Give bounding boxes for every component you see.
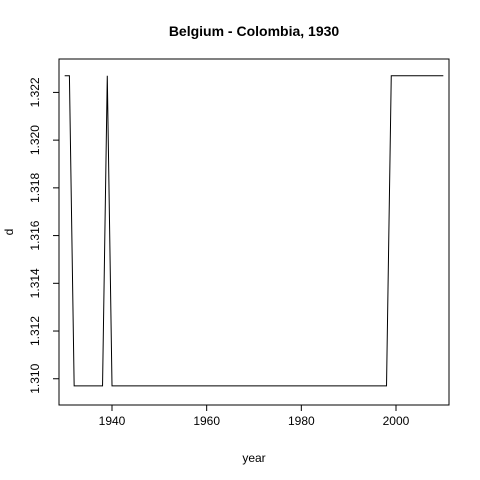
y-tick-label: 1.310 bbox=[28, 363, 42, 393]
y-tick-label: 1.322 bbox=[28, 77, 42, 107]
x-tick-label: 2000 bbox=[383, 414, 410, 428]
y-axis-label: d bbox=[2, 229, 16, 236]
x-tick-label: 1940 bbox=[99, 414, 126, 428]
x-axis-label: year bbox=[242, 451, 265, 465]
x-tick-label: 1960 bbox=[193, 414, 220, 428]
y-tick-label: 1.320 bbox=[28, 125, 42, 155]
y-tick-label: 1.312 bbox=[28, 316, 42, 346]
y-tick-label: 1.318 bbox=[28, 173, 42, 203]
series-line bbox=[64, 75, 444, 387]
x-tick-label: 1980 bbox=[288, 414, 315, 428]
y-axis: 1.310 1.312 1.314 1.316 1.318 1.320 1.322 bbox=[28, 77, 60, 394]
chart-title: Belgium - Colombia, 1930 bbox=[169, 23, 340, 39]
y-tick-label: 1.316 bbox=[28, 220, 42, 250]
y-tick-label: 1.314 bbox=[28, 268, 42, 298]
x-axis: 1940 1960 1980 2000 bbox=[99, 404, 410, 428]
